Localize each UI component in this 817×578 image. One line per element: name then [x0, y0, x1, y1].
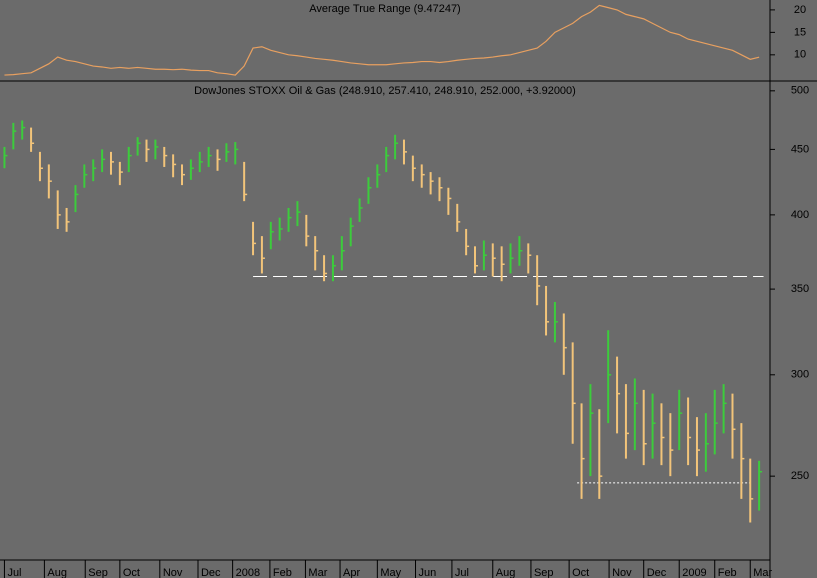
- atr-title: Average True Range (9.47247): [309, 3, 460, 15]
- x-tick-label: 2009: [682, 567, 706, 578]
- x-tick-label: Sep: [88, 567, 108, 578]
- x-tick-label: Jul: [455, 567, 469, 578]
- y-tick-label: 500: [791, 85, 809, 97]
- x-tick-label: Mar: [308, 567, 327, 578]
- y-tick-label: 20: [794, 4, 806, 16]
- y-tick-label: 350: [791, 283, 809, 295]
- x-tick-label: Apr: [343, 567, 360, 578]
- y-tick-label: 450: [791, 143, 809, 155]
- x-tick-label: Mar: [753, 567, 772, 578]
- x-tick-label: Sep: [534, 567, 554, 578]
- x-tick-label: Feb: [718, 567, 737, 578]
- y-tick-label: 10: [794, 49, 806, 61]
- x-tick-label: Feb: [273, 567, 292, 578]
- x-tick-label: Jun: [419, 567, 437, 578]
- x-tick-label: Oct: [572, 567, 589, 578]
- x-tick-label: Aug: [47, 567, 67, 578]
- y-tick-label: 400: [791, 209, 809, 221]
- price-title: DowJones STOXX Oil & Gas (248.910, 257.4…: [194, 85, 576, 97]
- x-tick-label: Dec: [201, 567, 221, 578]
- x-tick-label: Oct: [123, 567, 140, 578]
- y-tick-label: 250: [791, 470, 809, 482]
- y-tick-label: 15: [794, 26, 806, 38]
- atr-line: [4, 4, 760, 76]
- x-tick-label: Jul: [7, 567, 21, 578]
- x-tick-label: Dec: [647, 567, 667, 578]
- x-tick-label: May: [380, 567, 401, 578]
- x-tick-label: Nov: [612, 567, 632, 578]
- x-tick-label: Nov: [163, 567, 183, 578]
- y-tick-label: 300: [791, 369, 809, 381]
- x-tick-label: Aug: [496, 567, 516, 578]
- x-tick-label: 2008: [236, 567, 260, 578]
